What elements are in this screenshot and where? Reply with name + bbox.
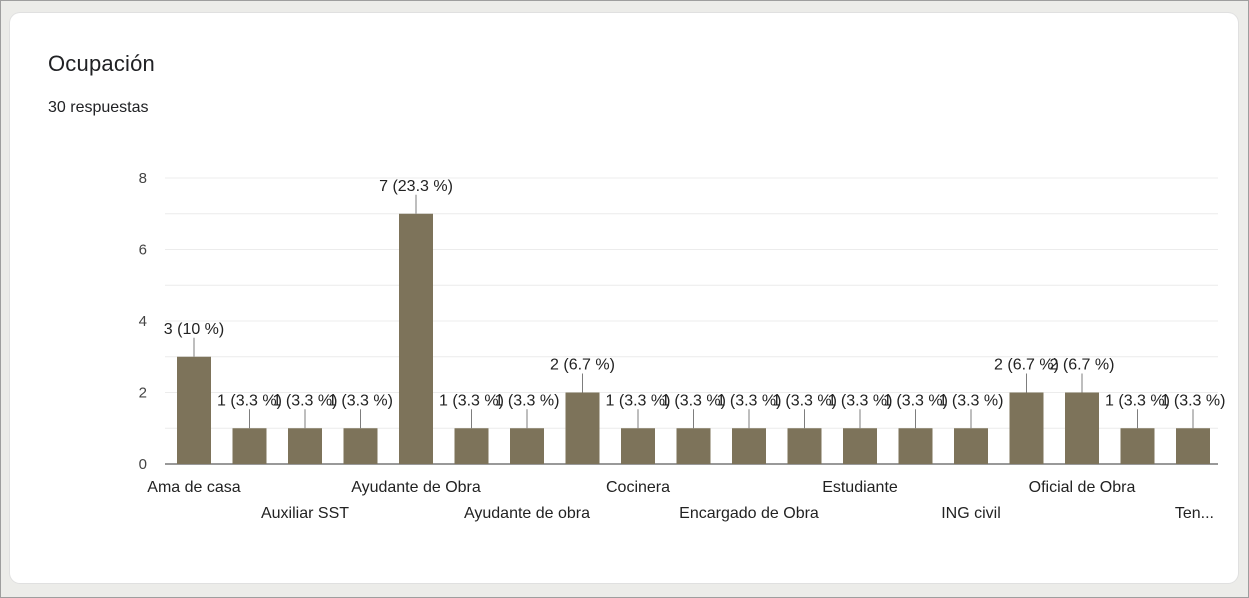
bar (288, 428, 322, 464)
data-label: 2 (6.7 %) (994, 357, 1059, 374)
bar (510, 428, 544, 464)
data-label: 1 (3.3 %) (217, 392, 282, 409)
data-label: 7 (23.3 %) (379, 178, 453, 195)
x-category-label: Auxiliar SST (261, 505, 349, 522)
bar (621, 428, 655, 464)
bar (676, 428, 711, 464)
y-tick-label: 2 (139, 385, 147, 402)
bar (177, 356, 211, 464)
data-label: 2 (6.7 %) (1050, 357, 1115, 374)
x-category-label: Encargado de Obra (679, 505, 819, 522)
bar (232, 428, 267, 464)
data-label: 1 (3.3 %) (717, 392, 782, 409)
data-label: 1 (3.3 %) (883, 392, 948, 409)
question-title: Ocupación (48, 51, 155, 76)
x-category-label: Ten... (1175, 505, 1214, 522)
data-label: 1 (3.3 %) (661, 392, 726, 409)
question-summary-card: Ocupación 30 respuestas (10, 13, 1238, 583)
bar (732, 428, 766, 464)
bar (1176, 428, 1210, 464)
bar (898, 428, 933, 464)
x-category-label: Estudiante (822, 479, 898, 496)
y-tick-label: 0 (139, 456, 147, 473)
bar (787, 428, 822, 464)
data-label: 2 (6.7 %) (550, 357, 615, 374)
data-label: 1 (3.3 %) (1161, 392, 1226, 409)
data-label: 1 (3.3 %) (1105, 392, 1170, 409)
x-category-label: Ayudante de Obra (351, 479, 481, 496)
x-category-label: ING civil (941, 505, 1001, 522)
bar (954, 428, 988, 464)
y-tick-label: 4 (139, 313, 147, 330)
data-label: 3 (10 %) (164, 321, 224, 338)
bar (565, 392, 600, 464)
y-tick-label: 6 (139, 242, 147, 259)
bar (343, 428, 378, 464)
y-tick-label: 8 (139, 170, 147, 187)
x-category-label: Oficial de Obra (1029, 479, 1136, 496)
x-category-label: Cocinera (606, 479, 670, 496)
data-label: 1 (3.3 %) (828, 392, 893, 409)
data-label: 1 (3.3 %) (328, 392, 393, 409)
data-label: 1 (3.3 %) (772, 392, 837, 409)
x-category-label: Ayudante de obra (464, 505, 590, 522)
bar (843, 428, 877, 464)
data-label: 1 (3.3 %) (495, 392, 560, 409)
response-count: 30 respuestas (48, 99, 149, 116)
data-label: 1 (3.3 %) (439, 392, 504, 409)
x-category-label: Ama de casa (147, 479, 240, 496)
bar (1065, 392, 1099, 464)
bar (399, 213, 433, 464)
bar (454, 428, 489, 464)
data-label: 1 (3.3 %) (606, 392, 671, 409)
data-label: 1 (3.3 %) (273, 392, 338, 409)
data-label: 1 (3.3 %) (939, 392, 1004, 409)
bar (1009, 392, 1044, 464)
bar (1120, 428, 1155, 464)
